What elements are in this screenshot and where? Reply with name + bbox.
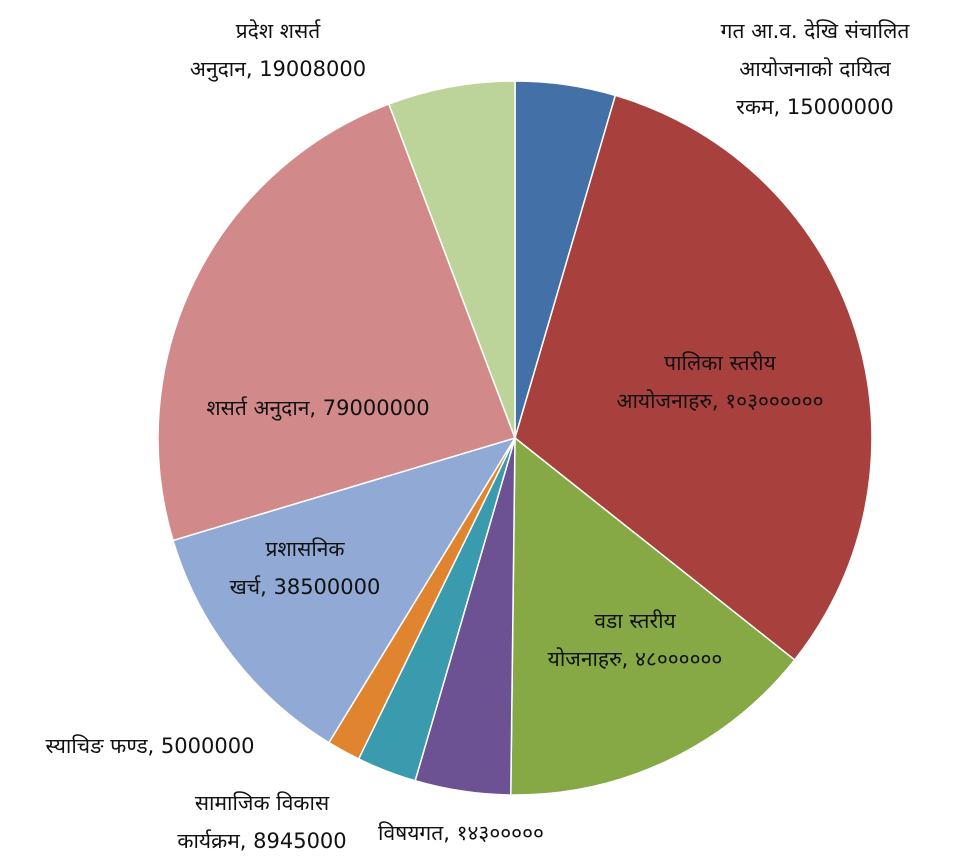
slice-label-line: वडा स्तरीय [594,609,676,633]
slice-label-line: विषयगत, १४३००००० [378,821,544,845]
slice-label-8: प्रदेश शसर्त अनुदान, 19008000 [190,19,366,82]
slice-label-line: प्रदेश शसर्त [236,19,322,43]
slice-label-6: प्रशासनिक खर्च, 38500000 [230,537,381,599]
slice-label-4: सामाजिक विकास कार्यक्रम, 8945000 [177,791,346,853]
slice-label-line: अनुदान, 19008000 [190,57,366,82]
slice-label-line: कार्यक्रम, 8945000 [177,829,346,853]
slice-label-line: पालिका स्तरीय [664,351,776,375]
pie-labels: गत आ.व. देखि संचालित आयोजनाको दायित्व रकम,… [46,19,911,853]
slice-label-2: वडा स्तरीय योजनाहरु, ४८०००००० [548,609,723,671]
pie-slice-7 [157,103,516,542]
slice-label-line: स्याचिङ फण्ड, 5000000 [46,734,255,758]
slice-label-line: खर्च, 38500000 [230,575,381,599]
pie-slice-8 [387,80,516,439]
pie-slices [157,80,873,796]
slice-label-line: योजनाहरु, ४८०००००० [548,647,723,671]
slice-label-7: शसर्त अनुदान, 79000000 [206,396,429,421]
slice-label-line: शसर्त अनुदान, 79000000 [206,396,429,421]
slice-label-line: आयोजनाहरु, १०३०००००० [616,389,823,413]
pie-slice-2 [510,436,796,796]
pie-slice-6 [172,436,517,744]
slice-label-line: सामाजिक विकास [195,791,330,815]
slice-label-0: गत आ.व. देखि संचालित आयोजनाको दायित्व रकम,… [721,19,911,119]
slice-label-line: गत आ.व. देखि संचालित [721,19,911,43]
slice-label-line: आयोजनाको दायित्व [739,57,891,81]
pie-slice-1 [514,94,873,661]
slice-label-1: पालिका स्तरीय आयोजनाहरु, १०३०००००० [616,351,823,413]
slice-label-line: रकम, 15000000 [736,95,894,119]
slice-label-line: प्रशासनिक [265,537,345,561]
slice-label-5: स्याचिङ फण्ड, 5000000 [46,734,255,758]
slice-label-3: विषयगत, १४३००००० [378,821,544,845]
